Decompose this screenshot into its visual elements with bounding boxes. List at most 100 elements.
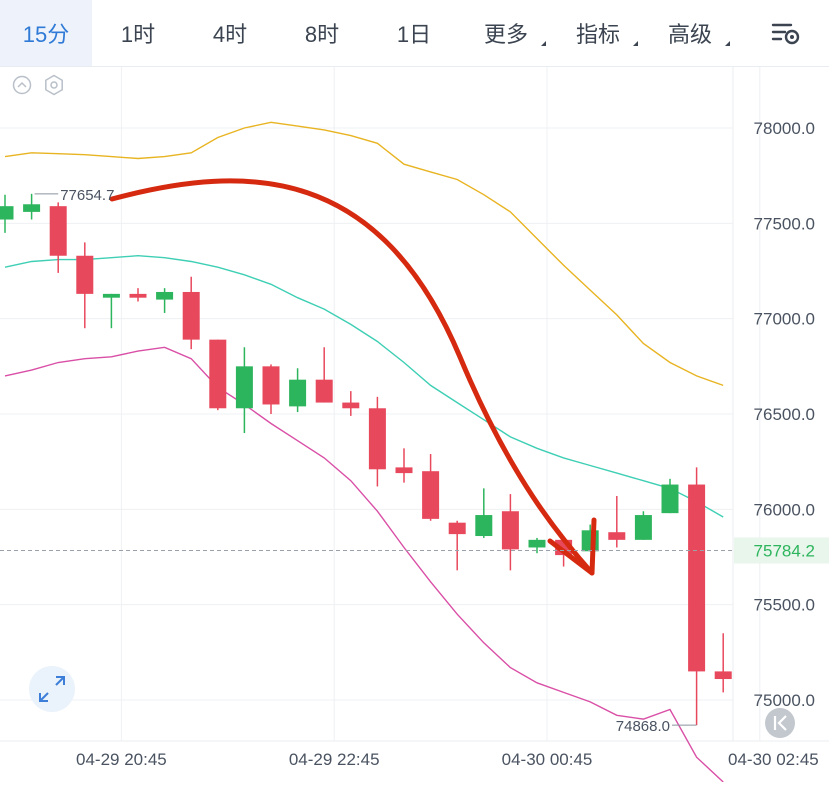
candle-body xyxy=(129,293,147,298)
y-tick-label: 77500.0 xyxy=(754,214,815,233)
candle-body xyxy=(608,532,626,540)
candle-down xyxy=(315,347,333,403)
candle-up xyxy=(235,347,253,434)
tab-label: 高级 xyxy=(667,22,712,47)
candlestick-chart: 75784.2 77654.7 74868.0 78000.0 77500.0 7700… xyxy=(0,67,829,783)
trend-arrow-head xyxy=(547,517,597,576)
candle-body xyxy=(634,515,652,540)
candle-down xyxy=(182,276,200,350)
candle-up xyxy=(23,193,41,220)
candle-body xyxy=(209,339,227,409)
ma-lower-line xyxy=(4,346,724,783)
y-tick-label: 76500.0 xyxy=(754,405,815,424)
candle-body xyxy=(714,671,732,680)
candle-down xyxy=(714,633,732,693)
ma-upper-line xyxy=(4,121,724,387)
candle-down xyxy=(49,202,67,273)
tab-label: 1时 xyxy=(120,22,156,47)
candle-body xyxy=(262,366,280,405)
candle-up xyxy=(289,368,307,413)
candle-body xyxy=(368,408,386,470)
candle-down xyxy=(129,288,147,302)
tab-more[interactable]: 更多 xyxy=(460,0,552,66)
tab-1h[interactable]: 1时 xyxy=(92,0,184,66)
candle-up xyxy=(661,478,679,514)
dropdown-caret-icon xyxy=(725,41,730,46)
candle-up xyxy=(156,288,174,313)
candle-up xyxy=(475,488,493,538)
candle-body xyxy=(395,467,413,474)
tab-label: 8时 xyxy=(304,22,340,47)
candle-body xyxy=(235,366,253,409)
y-tick-label: 78000.0 xyxy=(754,119,815,138)
candle-down xyxy=(422,454,440,521)
tab-1d[interactable]: 1日 xyxy=(368,0,460,66)
candle-up xyxy=(102,293,120,329)
candle-body xyxy=(49,206,67,256)
tab-4h[interactable]: 4时 xyxy=(184,0,276,66)
candle-down xyxy=(262,364,280,414)
candle-body xyxy=(289,379,307,407)
candle-up xyxy=(528,537,546,554)
scroll-to-latest-icon[interactable] xyxy=(765,708,795,738)
tab-indicators[interactable]: 指标 xyxy=(552,0,644,66)
x-tick-label: 04-29 22:45 xyxy=(289,750,380,769)
candle-down xyxy=(76,242,94,329)
y-tick-label: 77000.0 xyxy=(754,310,815,329)
candle-body xyxy=(102,293,120,298)
low-price-label: 74868.0 xyxy=(616,718,670,735)
timeframe-toolbar: 15分 1时 4时 8时 1日 更多 指标 高级 xyxy=(0,0,829,67)
tab-label: 1日 xyxy=(396,22,432,47)
candle-down xyxy=(501,494,519,571)
y-tick-label: 75500.0 xyxy=(754,596,815,615)
candle-body xyxy=(182,291,200,340)
candle-body xyxy=(661,484,679,514)
y-tick-label: 75000.0 xyxy=(754,691,815,710)
dropdown-caret-icon xyxy=(633,41,638,46)
x-tick-label: 04-29 20:45 xyxy=(76,750,167,769)
current-price-label: 75784.2 xyxy=(754,541,815,560)
candle-body xyxy=(0,206,14,220)
tab-label: 4时 xyxy=(212,22,248,47)
candle-down xyxy=(209,339,227,411)
tab-advanced[interactable]: 高级 xyxy=(644,0,736,66)
candle-down xyxy=(395,448,413,483)
candle-body xyxy=(315,379,333,403)
tab-8h[interactable]: 8时 xyxy=(276,0,368,66)
current-price-badge xyxy=(734,537,829,564)
candle-body xyxy=(342,402,360,409)
candle-body xyxy=(475,515,493,537)
tab-label: 15分 xyxy=(22,22,70,47)
x-tick-label: 04-30 02:45 xyxy=(728,750,819,769)
candle-down xyxy=(448,520,466,571)
chart-settings-icon[interactable] xyxy=(771,19,801,47)
candle-body xyxy=(581,530,599,552)
candle-body xyxy=(422,471,440,519)
candle-down xyxy=(608,495,626,548)
candle-up xyxy=(0,194,14,233)
candle-body xyxy=(448,522,466,535)
y-tick-label: 76000.0 xyxy=(754,500,815,519)
candle-up xyxy=(634,511,652,540)
candle-body xyxy=(501,511,519,550)
fullscreen-icon[interactable] xyxy=(29,666,75,712)
candle-down xyxy=(342,391,360,416)
tab-15m[interactable]: 15分 xyxy=(0,0,92,66)
candle-body xyxy=(23,204,41,212)
price-chart: 75784.2 77654.7 74868.0 78000.0 77500.0 7700… xyxy=(0,67,829,783)
candle-body xyxy=(76,255,94,294)
indicator-settings-icon[interactable] xyxy=(45,74,63,96)
candle-body xyxy=(688,484,706,672)
tab-label: 指标 xyxy=(575,22,620,47)
candle-down xyxy=(368,396,386,487)
collapse-up-icon[interactable] xyxy=(12,75,32,95)
trend-arrow xyxy=(109,178,595,576)
candle-body xyxy=(528,539,546,548)
ma-middle-line xyxy=(4,254,724,518)
x-tick-label: 04-30 00:45 xyxy=(502,750,593,769)
dropdown-caret-icon xyxy=(541,41,546,46)
candle-down xyxy=(688,467,706,726)
tab-label: 更多 xyxy=(483,22,528,47)
high-price-label: 77654.7 xyxy=(60,187,114,204)
candle-body xyxy=(156,291,174,300)
